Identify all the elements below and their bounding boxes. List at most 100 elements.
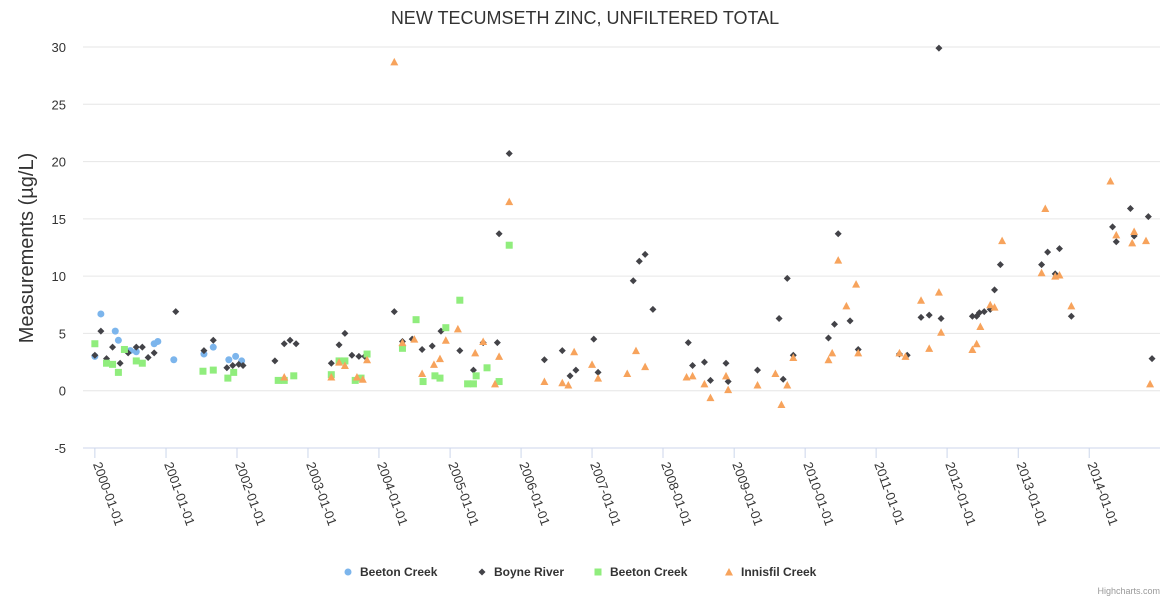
data-point[interactable] [154, 337, 162, 345]
data-point[interactable] [641, 250, 649, 258]
data-point[interactable] [1055, 270, 1064, 279]
data-point[interactable] [419, 378, 427, 386]
data-point[interactable] [505, 197, 514, 206]
data-point[interactable] [456, 347, 464, 355]
data-point[interactable] [292, 340, 300, 348]
data-point[interactable] [689, 362, 697, 370]
data-point[interactable] [824, 334, 832, 342]
data-point[interactable] [570, 347, 579, 356]
data-point[interactable] [230, 368, 238, 376]
data-point[interactable] [925, 311, 933, 319]
data-point[interactable] [109, 360, 117, 368]
data-point[interactable] [327, 372, 336, 381]
data-point[interactable] [1112, 238, 1120, 246]
data-point[interactable] [472, 372, 480, 380]
data-point[interactable] [996, 261, 1004, 269]
data-point[interactable] [471, 348, 480, 357]
data-point[interactable] [824, 355, 833, 364]
legend-item[interactable]: Boyne River [478, 565, 565, 579]
data-point[interactable] [352, 372, 361, 381]
data-point[interactable] [335, 358, 344, 366]
data-point[interactable] [724, 378, 732, 386]
credits-label[interactable]: Highcharts.com [1097, 586, 1160, 596]
data-point[interactable] [418, 369, 427, 378]
data-point[interactable] [831, 320, 839, 328]
data-point[interactable] [590, 335, 598, 343]
data-point[interactable] [363, 350, 371, 358]
data-point[interactable] [558, 378, 567, 387]
data-point[interactable] [1067, 301, 1076, 310]
data-point[interactable] [771, 369, 780, 378]
data-point[interactable] [842, 301, 851, 310]
legend-item[interactable]: Innisfil Creek [725, 565, 817, 579]
data-point[interactable] [456, 296, 464, 304]
data-point[interactable] [495, 378, 503, 386]
data-point[interactable] [223, 364, 231, 372]
data-point[interactable] [1037, 268, 1046, 277]
data-point[interactable] [132, 343, 140, 351]
data-point[interactable] [722, 371, 731, 380]
data-point[interactable] [479, 337, 488, 345]
data-point[interactable] [631, 346, 640, 355]
data-point[interactable] [998, 236, 1007, 245]
data-point[interactable] [1146, 379, 1155, 388]
data-point[interactable] [132, 348, 140, 356]
data-point[interactable] [1128, 238, 1137, 247]
data-point[interactable] [209, 336, 217, 344]
data-point[interactable] [935, 44, 943, 52]
data-point[interactable] [594, 368, 602, 376]
data-point[interactable] [783, 380, 792, 389]
data-point[interactable] [1142, 236, 1151, 245]
data-point[interactable] [390, 308, 398, 316]
data-point[interactable] [97, 327, 105, 335]
data-point[interactable] [682, 372, 691, 381]
data-point[interactable] [348, 351, 356, 359]
data-point[interactable] [968, 345, 977, 353]
data-point[interactable] [777, 400, 786, 408]
data-point[interactable] [327, 359, 335, 367]
data-point[interactable] [1148, 355, 1156, 363]
data-point[interactable] [976, 322, 985, 331]
data-point[interactable] [629, 277, 637, 285]
data-point[interactable] [280, 372, 289, 381]
data-point[interactable] [724, 385, 733, 394]
data-point[interactable] [436, 374, 444, 382]
data-point[interactable] [775, 315, 783, 323]
data-point[interactable] [505, 150, 513, 158]
data-point[interactable] [895, 348, 904, 357]
data-point[interactable] [990, 303, 999, 311]
data-point[interactable] [357, 374, 365, 382]
data-point[interactable] [229, 362, 237, 370]
data-point[interactable] [103, 359, 111, 367]
legend-symbol[interactable] [478, 568, 486, 576]
data-point[interactable] [224, 374, 232, 382]
data-point[interactable] [170, 356, 178, 364]
data-point[interactable] [120, 345, 128, 353]
data-point[interactable] [991, 286, 999, 294]
data-point[interactable] [172, 308, 180, 316]
data-point[interactable] [274, 376, 282, 384]
data-point[interactable] [495, 352, 504, 360]
data-point[interactable] [505, 241, 513, 249]
data-point[interactable] [572, 366, 580, 374]
data-point[interactable] [700, 358, 708, 366]
data-point[interactable] [355, 352, 363, 360]
data-point[interactable] [1038, 261, 1046, 269]
data-point[interactable] [199, 367, 207, 375]
data-point[interactable] [937, 328, 946, 336]
data-point[interactable] [688, 371, 697, 380]
data-point[interactable] [783, 274, 791, 282]
data-point[interactable] [1109, 223, 1117, 231]
data-point[interactable] [789, 353, 798, 361]
data-point[interactable] [828, 348, 837, 357]
data-point[interactable] [1130, 227, 1139, 235]
data-point[interactable] [917, 313, 925, 321]
data-point[interactable] [754, 366, 762, 374]
data-point[interactable] [901, 352, 910, 360]
data-point[interactable] [116, 359, 124, 367]
data-point[interactable] [684, 339, 692, 347]
data-point[interactable] [239, 362, 247, 370]
data-point[interactable] [431, 372, 439, 380]
data-point[interactable] [722, 359, 730, 367]
data-point[interactable] [975, 309, 983, 317]
